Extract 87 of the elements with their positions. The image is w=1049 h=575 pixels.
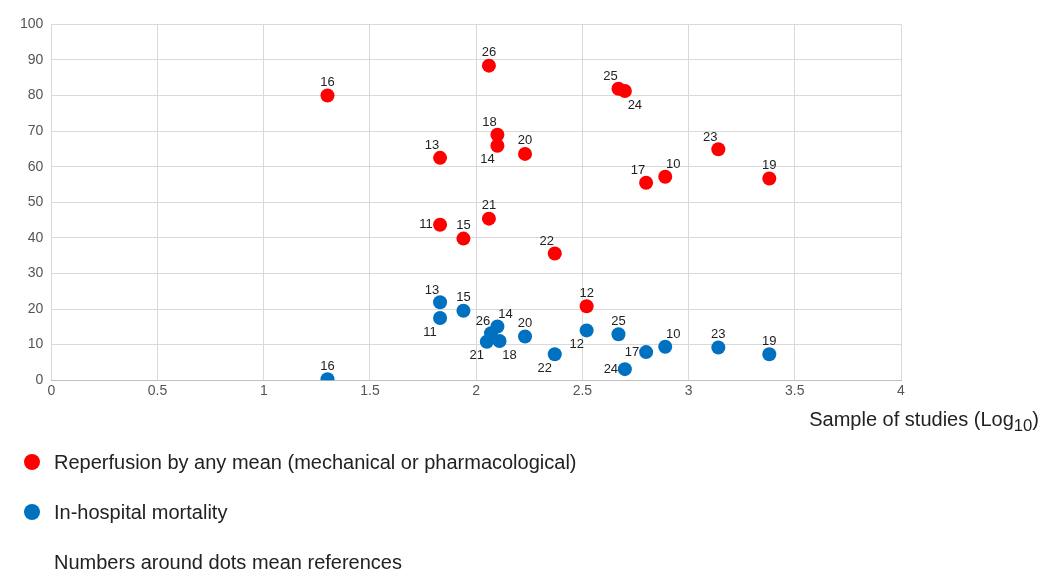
point	[490, 138, 505, 153]
point	[320, 88, 335, 103]
annotation: 12	[579, 284, 594, 300]
annotation: 11	[419, 216, 433, 232]
annotation: 22	[539, 233, 555, 249]
point	[617, 362, 632, 377]
x-tick-label: 3	[684, 382, 693, 399]
point	[617, 83, 632, 98]
y-tick-label: 70	[27, 122, 44, 138]
legend-label: Reperfusion by any mean (mechanical or pharmacological)	[54, 450, 577, 474]
annotation: 23	[711, 326, 726, 342]
point	[456, 303, 471, 318]
annotation: 26	[475, 312, 491, 328]
annotation: 17	[630, 162, 646, 178]
x-tick-label: 3.5	[785, 382, 805, 399]
annotation: 18	[482, 114, 497, 130]
x-tick-label: 0	[47, 382, 56, 399]
annotation: 17	[624, 343, 640, 359]
point	[433, 150, 448, 165]
point	[518, 146, 533, 161]
annotation: 18	[502, 346, 517, 362]
point	[639, 175, 654, 190]
point	[711, 340, 726, 355]
point	[433, 217, 448, 232]
point	[481, 58, 496, 73]
point	[762, 171, 777, 186]
annotation: 21	[469, 347, 485, 363]
annotation: 16	[320, 74, 335, 90]
y-tick-label: 30	[27, 264, 44, 281]
point	[639, 345, 654, 360]
point	[547, 347, 562, 362]
point	[481, 211, 496, 226]
x-tick-label: 2.5	[572, 382, 593, 399]
y-tick-label: 80	[27, 86, 44, 103]
annotation: 24	[603, 360, 619, 376]
annotation: 15	[456, 289, 471, 305]
x-tick-label: 1	[259, 382, 268, 399]
annotation: 14	[498, 306, 513, 322]
point	[579, 299, 594, 314]
annotation: 21	[481, 197, 497, 213]
annotation: 10	[665, 326, 681, 342]
legend-label: In-hospital mortality	[54, 500, 228, 524]
annotation: 24	[627, 96, 643, 112]
annotation: 25	[603, 68, 618, 84]
point	[433, 310, 448, 325]
x-tick-label: 0.5	[147, 382, 168, 399]
annotation: 10	[665, 156, 681, 172]
point	[611, 327, 626, 342]
annotation: 20	[517, 132, 533, 148]
annotation: 19	[762, 332, 777, 348]
annotation: 16	[320, 357, 335, 373]
annotation: 13	[424, 281, 440, 297]
point	[479, 334, 494, 349]
annotation: 14	[480, 151, 495, 167]
point	[547, 246, 562, 261]
annotation: 20	[517, 315, 533, 331]
point	[711, 142, 726, 157]
point	[456, 231, 471, 246]
y-tick-label: 50	[27, 193, 44, 210]
annotation: 13	[424, 137, 440, 153]
annotation: 15	[456, 217, 471, 233]
y-tick-label: 60	[27, 157, 44, 174]
x-tick-label: 2	[472, 382, 481, 399]
point	[658, 339, 673, 354]
annotation: 22	[537, 359, 553, 375]
y-tick-label: 20	[27, 299, 44, 316]
annotation: 26	[481, 44, 497, 60]
text: Numbers around dots mean references	[53, 551, 403, 574]
x-tick-label: 4	[897, 382, 906, 399]
x-tick-label: 1.5	[360, 382, 380, 399]
annotation: 19	[762, 157, 777, 173]
y-tick-label: 10	[27, 335, 44, 352]
point	[579, 323, 594, 338]
y-tick-label: 90	[27, 50, 44, 67]
point	[492, 334, 507, 349]
annotation: 23	[703, 128, 718, 144]
y-tick-label: 0	[35, 371, 44, 388]
y-tick-label: 40	[27, 228, 44, 245]
y-tick-label: 100	[20, 15, 44, 32]
point	[658, 169, 673, 184]
point	[762, 347, 777, 362]
annotation: 25	[611, 312, 626, 328]
point	[433, 295, 448, 310]
x-axis-title: Sample of studies (Log$_{10}$)	[809, 408, 1039, 436]
point	[518, 329, 533, 344]
annotation: 11	[423, 323, 437, 339]
annotation: 12	[569, 335, 584, 351]
